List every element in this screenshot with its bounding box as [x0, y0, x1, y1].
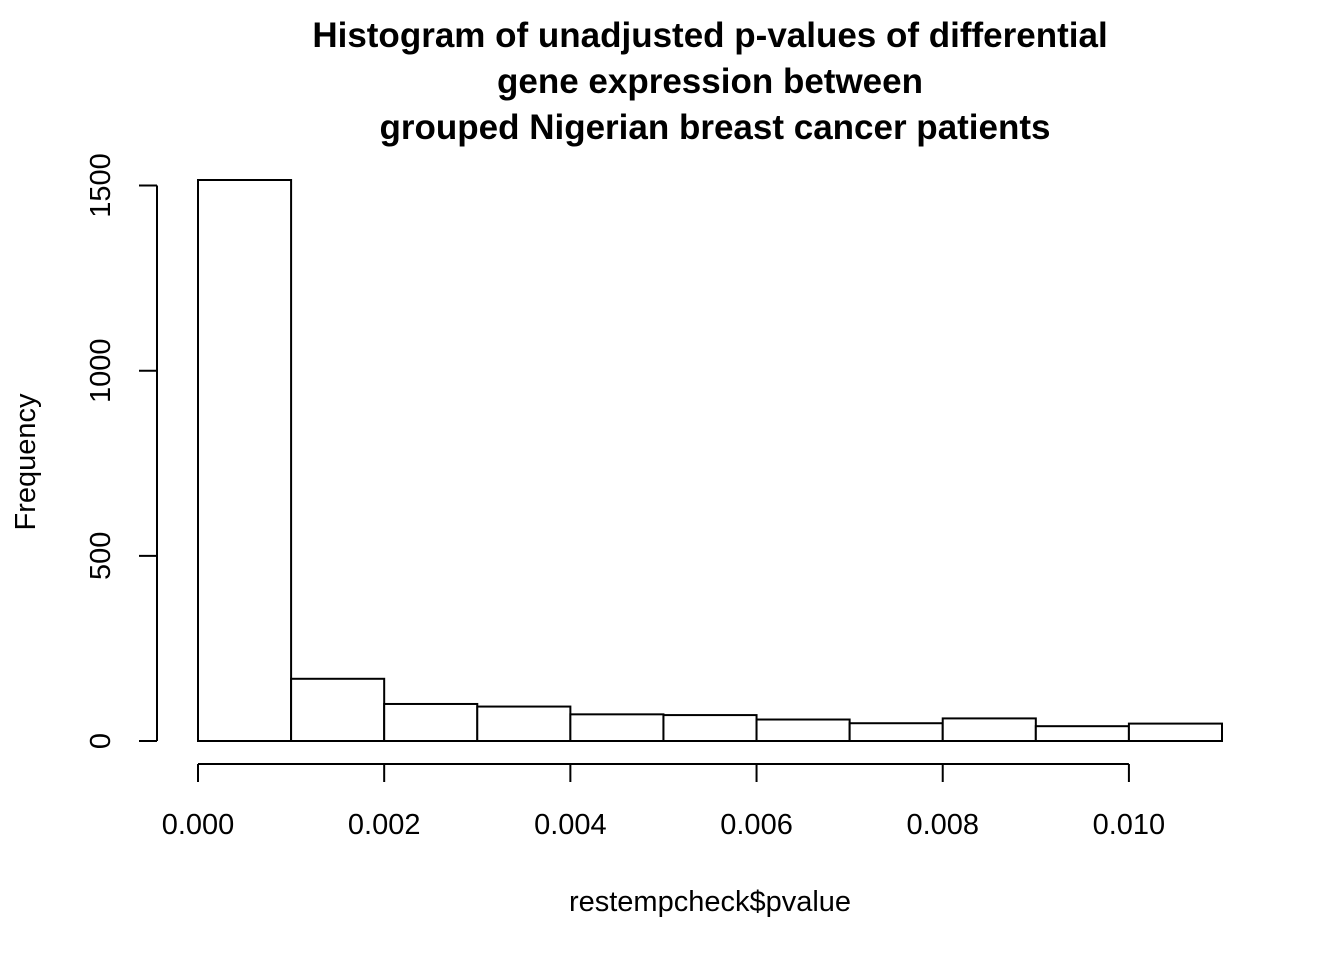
- histogram-bar-9: [1034, 725, 1130, 742]
- y-axis: 0 500 1000 1500: [85, 153, 158, 749]
- x-tick-label-2: 0.004: [534, 809, 607, 841]
- y-tick-label-1: 500: [85, 532, 117, 580]
- histogram-bar-1: [290, 677, 386, 742]
- histogram-bar-6: [755, 718, 851, 742]
- histogram-bar-0: [197, 179, 293, 742]
- histogram-bar-3: [476, 705, 572, 742]
- x-tick-label-1: 0.002: [348, 809, 421, 841]
- x-tick-label-0: 0.000: [162, 809, 235, 841]
- histogram-bar-4: [569, 713, 665, 743]
- chart-title-line-2: gene expression between: [497, 62, 923, 101]
- histogram-bars: [197, 179, 1223, 743]
- y-tick-label-2: 1000: [85, 338, 117, 403]
- x-axis-label: restempcheck$pvalue: [569, 886, 851, 918]
- histogram-bar-2: [383, 702, 479, 742]
- y-tick-label-3: 1500: [85, 153, 117, 218]
- histogram-bar-5: [662, 714, 758, 743]
- histogram-bar-8: [941, 717, 1037, 742]
- chart-title-line-3: grouped Nigerian breast cancer patients: [379, 108, 1050, 147]
- x-axis: 0.000 0.002 0.004 0.006 0.008 0.010: [162, 763, 1166, 841]
- y-tick-label-0: 0: [85, 733, 117, 749]
- histogram-bar-10: [1127, 722, 1223, 743]
- x-tick-label-5: 0.010: [1093, 809, 1166, 841]
- histogram-bar-7: [848, 722, 944, 743]
- y-axis-label: Frequency: [10, 393, 42, 531]
- chart-title-line-1: Histogram of unadjusted p-values of diff…: [312, 16, 1107, 55]
- chart-title: Histogram of unadjusted p-values of diff…: [312, 16, 1107, 147]
- x-tick-label-4: 0.008: [906, 809, 979, 841]
- x-tick-label-3: 0.006: [720, 809, 793, 841]
